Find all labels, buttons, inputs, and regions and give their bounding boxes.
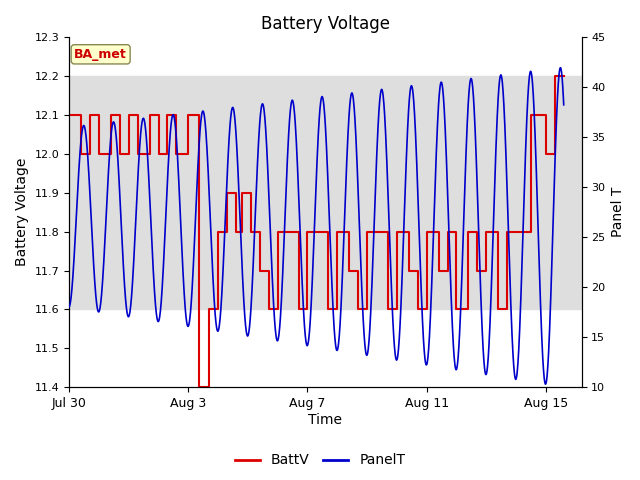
X-axis label: Time: Time (308, 413, 342, 427)
Bar (69, 76, 582, 310)
Title: Battery Voltage: Battery Voltage (261, 15, 390, 33)
Text: BA_met: BA_met (74, 48, 127, 61)
Legend: BattV, PanelT: BattV, PanelT (229, 448, 411, 473)
Y-axis label: Battery Voltage: Battery Voltage (15, 158, 29, 266)
Y-axis label: Panel T: Panel T (611, 187, 625, 238)
